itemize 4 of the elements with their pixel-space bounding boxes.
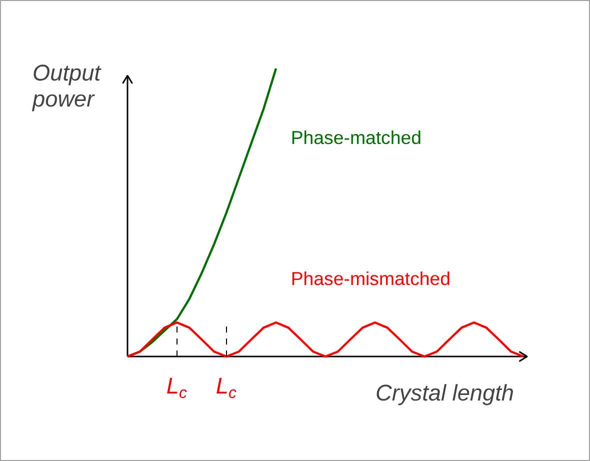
- y-axis-title: Output power: [32, 60, 102, 112]
- series-label: Phase-mismatched: [290, 268, 451, 290]
- series-label: Phase-matched: [290, 127, 422, 148]
- x-axis-title: Crystal length: [376, 380, 514, 406]
